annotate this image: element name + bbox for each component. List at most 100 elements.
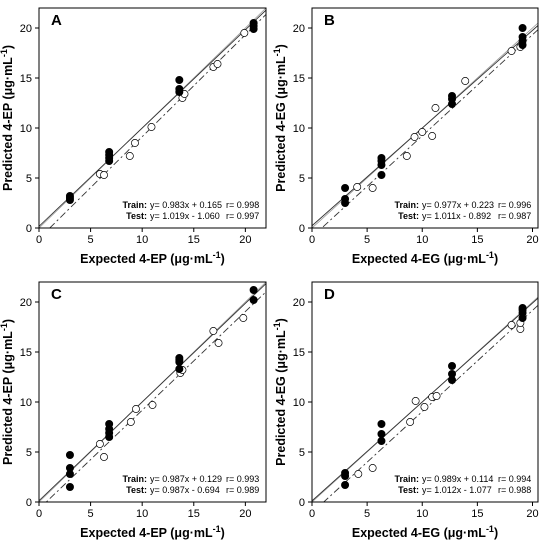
test-data-point xyxy=(420,403,429,411)
y-tick-label: 20 xyxy=(20,297,32,309)
train-data-point xyxy=(518,303,527,312)
x-tick-label: 15 xyxy=(188,508,200,520)
test-label: Test: xyxy=(126,485,147,495)
test-data-point xyxy=(209,327,218,335)
chart-panel-a: 0 5 10 15 20 0 5 10 15 20 A Train: y= 0.983x + 0.165… xyxy=(0,7,267,266)
test-data-point xyxy=(100,453,108,461)
y-tick-label: 5 xyxy=(299,173,305,185)
train-data-point xyxy=(377,419,386,428)
chart-panel-d: 0 5 10 15 20 0 5 10 15 20 D Train: y= 0.989x + 0.114… xyxy=(272,281,539,540)
x-tick-label: 20 xyxy=(239,508,251,520)
chart-panel-b: 0 5 10 15 20 0 5 10 15 20 B Train: y= 0.977x + 0.223… xyxy=(272,7,539,266)
train-data-point xyxy=(65,450,74,459)
test-data-point xyxy=(95,440,104,448)
x-tick-label: 15 xyxy=(471,508,483,520)
train-data-point xyxy=(105,147,114,156)
chart-panel-c: 0 5 10 15 20 0 5 10 15 20 C Train: y= 0.987x + 0.129… xyxy=(0,281,267,540)
test-r-value: r= 0.997 xyxy=(226,211,259,221)
x-tick-label: 20 xyxy=(526,234,538,246)
plot-frame xyxy=(311,281,539,503)
x-tick-label: 5 xyxy=(364,234,370,246)
panel-label: D xyxy=(324,286,335,303)
test-data-point xyxy=(368,464,377,472)
train-data-point xyxy=(105,419,114,428)
train-data-point xyxy=(377,436,386,445)
y-tick-label: 10 xyxy=(20,123,32,135)
y-tick-label: 15 xyxy=(20,73,32,85)
test-data-point xyxy=(147,123,156,131)
x-tick-label: 15 xyxy=(188,234,200,246)
test-data-point xyxy=(353,183,362,191)
test-equation: y= 1.011x - 0.892 xyxy=(422,211,491,221)
x-tick-label: 5 xyxy=(88,508,94,520)
train-data-point xyxy=(377,153,386,162)
train-data-point xyxy=(341,194,350,203)
panel-label: C xyxy=(51,286,62,303)
train-data-point xyxy=(448,369,457,378)
x-tick-label: 10 xyxy=(416,234,428,246)
train-data-point xyxy=(448,361,457,370)
y-tick-label: 5 xyxy=(26,447,32,459)
test-data-point xyxy=(100,171,108,179)
train-data-point xyxy=(518,23,527,32)
test-data-point xyxy=(213,60,222,68)
train-equation: y= 0.989x + 0.114 xyxy=(422,474,493,484)
test-r-value: r= 0.988 xyxy=(498,485,531,495)
x-axis-title: Expected 4-EG (μg·mL-1) xyxy=(352,524,498,540)
train-data-point xyxy=(341,468,350,477)
x-tick-label: 10 xyxy=(136,234,148,246)
train-data-point xyxy=(175,364,184,373)
x-tick-label: 10 xyxy=(416,508,428,520)
train-fit-line xyxy=(39,283,266,502)
plot-frame xyxy=(311,7,539,229)
x-tick-label: 5 xyxy=(364,508,370,520)
train-data-point xyxy=(377,170,386,179)
x-tick-label: 0 xyxy=(36,234,42,246)
x-axis-title: Expected 4-EP (μg·mL-1) xyxy=(80,524,225,540)
y-tick-label: 20 xyxy=(20,23,32,35)
test-label: Test: xyxy=(126,211,147,221)
test-data-point xyxy=(132,405,140,413)
test-data-point xyxy=(125,152,134,160)
x-tick-label: 10 xyxy=(136,508,148,520)
x-tick-label: 20 xyxy=(526,508,538,520)
x-axis-title: Expected 4-EG (μg·mL-1) xyxy=(352,250,498,266)
test-data-point xyxy=(406,418,415,426)
test-data-point xyxy=(239,314,248,322)
train-data-point xyxy=(175,85,184,94)
test-data-point xyxy=(428,132,437,140)
y-tick-label: 0 xyxy=(299,497,305,509)
y-tick-label: 10 xyxy=(293,123,305,135)
test-label: Test: xyxy=(398,211,419,221)
train-data-point xyxy=(249,285,258,294)
train-r-value: r= 0.994 xyxy=(498,474,531,484)
train-fit-line xyxy=(39,9,266,227)
train-equation: y= 0.983x + 0.165 xyxy=(150,200,222,210)
test-r-value: r= 0.989 xyxy=(226,485,259,495)
test-data-point xyxy=(432,392,441,400)
train-data-point xyxy=(518,33,527,42)
test-data-point xyxy=(418,128,427,136)
y-axis-title: Predicted 4-EG (μg·mL-1) xyxy=(272,44,288,192)
x-tick-label: 5 xyxy=(88,234,94,246)
y-axis-title: Predicted 4-EP (μg·mL-1) xyxy=(0,319,15,465)
train-r-value: r= 0.993 xyxy=(226,474,259,484)
test-equation: y= 1.012x - 1.077 xyxy=(422,485,492,495)
train-fit-line xyxy=(312,25,538,227)
y-tick-label: 20 xyxy=(293,297,305,309)
test-r-value: r= 0.987 xyxy=(498,211,531,221)
y-tick-label: 10 xyxy=(293,397,305,409)
train-data-point xyxy=(65,463,74,472)
train-data-point xyxy=(448,92,457,101)
train-r-value: r= 0.996 xyxy=(498,200,531,210)
train-label: Train: xyxy=(394,200,419,210)
x-tick-label: 0 xyxy=(36,508,42,520)
train-data-point xyxy=(341,183,350,192)
train-data-point xyxy=(377,429,386,438)
y-tick-label: 0 xyxy=(26,497,32,509)
y-tick-label: 10 xyxy=(20,397,32,409)
test-equation: y= 0.987x - 0.694 xyxy=(150,485,220,495)
test-data-point xyxy=(131,139,139,147)
y-tick-label: 5 xyxy=(299,447,305,459)
